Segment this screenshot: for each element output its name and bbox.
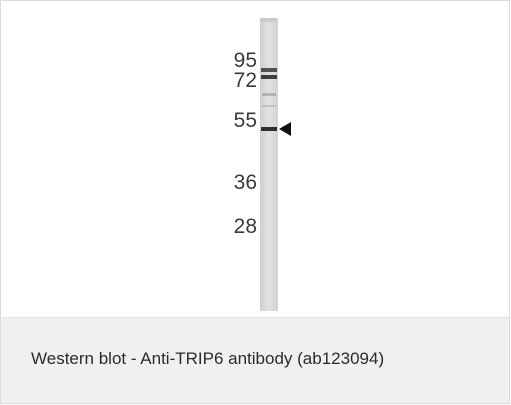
- western-blot-figure: 95 72 55 36 28: [1, 1, 509, 317]
- band-95kda: [261, 68, 277, 72]
- marker-label-36: 36: [234, 171, 257, 194]
- band-80kda: [261, 75, 277, 79]
- band-faint-mid: [262, 105, 276, 107]
- marker-label-72: 72: [234, 69, 257, 92]
- caption-area: Western blot - Anti-TRIP6 antibody (ab12…: [1, 317, 509, 403]
- marker-label-28: 28: [234, 215, 257, 238]
- band-faint-upper: [262, 93, 276, 96]
- western-blot-image: 95 72 55 36 28: [234, 18, 291, 311]
- lane-smear: [261, 18, 277, 22]
- marker-label-55: 55: [234, 109, 257, 132]
- gel-lane: [260, 18, 278, 311]
- band-target: [261, 127, 277, 131]
- marker-label-95: 95: [234, 49, 257, 72]
- band-arrow-icon: [279, 122, 291, 136]
- image-caption: Western blot - Anti-TRIP6 antibody (ab12…: [31, 349, 385, 368]
